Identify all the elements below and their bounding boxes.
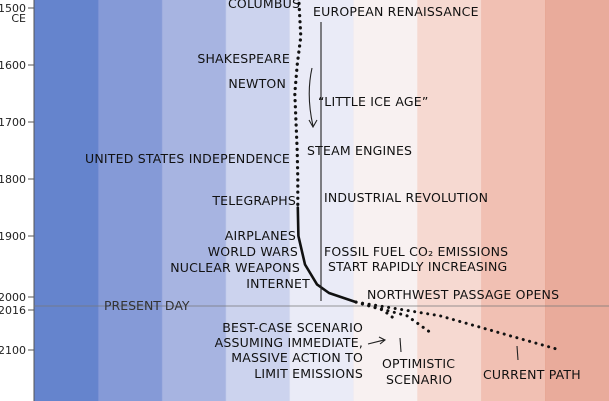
best-case-line-3: MASSIVE ACTION TO (231, 350, 363, 365)
best-case-line-4: LIMIT EMISSIONS (254, 366, 363, 381)
little-ice-age-arrow (308, 67, 318, 129)
y-tick-label: 2100 (0, 344, 26, 357)
background-band (353, 0, 418, 401)
projection-best-case-line (354, 300, 397, 321)
annotations: COLUMBUS EUROPEAN RENAISSANCE SHAKESPEAR… (85, 0, 581, 387)
airplanes-label: AIRPLANES (225, 228, 296, 243)
current-path-label: CURRENT PATH (483, 367, 581, 382)
world-wars-label: WORLD WARS (208, 244, 298, 259)
start-rapidly-label: START RAPIDLY INCREASING (328, 259, 507, 274)
current-path-leader (516, 345, 519, 361)
columbus-label: COLUMBUS (228, 0, 300, 11)
steam-engines-label: STEAM ENGINES (307, 143, 412, 158)
measured-solid-line (296, 206, 358, 304)
y-tick-label: 1600 (0, 59, 26, 72)
optimistic-leader (399, 337, 402, 353)
projection-current-path-line (354, 300, 562, 352)
background-band (481, 0, 546, 401)
y-tick-label: 2016 (0, 304, 26, 317)
background-band (34, 0, 99, 401)
historical-dotted-line (293, 1, 303, 210)
telegraphs-label: TELEGRAPHS (211, 193, 296, 208)
optimistic-line-2: SCENARIO (386, 372, 452, 387)
industrial-revolution-label: INDUSTRIAL REVOLUTION (324, 190, 488, 205)
independence-label: UNITED STATES INDEPENDENCE (85, 151, 290, 166)
y-tick-label: 1500 (0, 2, 26, 15)
best-case-line-2: ASSUMING IMMEDIATE, (215, 335, 363, 350)
background-band (417, 0, 482, 401)
y-tick-sublabel: CE (11, 12, 26, 25)
y-tick-label: 1800 (0, 173, 26, 186)
newton-label: NEWTON (228, 76, 286, 91)
background-band (289, 0, 355, 401)
best-case-arrow (367, 336, 387, 345)
temperature-background (34, 0, 609, 401)
background-band (161, 0, 227, 401)
best-case-line-1: BEST-CASE SCENARIO (222, 320, 363, 335)
background-band (97, 0, 163, 401)
y-tick-label: 1700 (0, 116, 26, 129)
background-band (545, 0, 609, 401)
little-ice-age-label: “LITTLE ICE AGE” (318, 94, 429, 109)
annotation-leaders (308, 22, 519, 361)
temperature-series (293, 1, 562, 352)
internet-label: INTERNET (246, 276, 310, 291)
optimistic-line-1: OPTIMISTIC (382, 356, 455, 371)
shakespeare-label: SHAKESPEARE (197, 51, 290, 66)
background-band (225, 0, 291, 401)
projection-optimistic-line (354, 300, 433, 335)
present-day-label: PRESENT DAY (104, 298, 190, 313)
nuclear-weapons-label: NUCLEAR WEAPONS (170, 260, 300, 275)
renaissance-label: EUROPEAN RENAISSANCE (313, 4, 479, 19)
y-tick-label: 1900 (0, 230, 26, 243)
northwest-passage-label: NORTHWEST PASSAGE OPENS (367, 287, 559, 302)
fossil-fuel-label: FOSSIL FUEL CO₂ EMISSIONS (324, 244, 508, 259)
y-tick-label: 2000 (0, 291, 26, 304)
